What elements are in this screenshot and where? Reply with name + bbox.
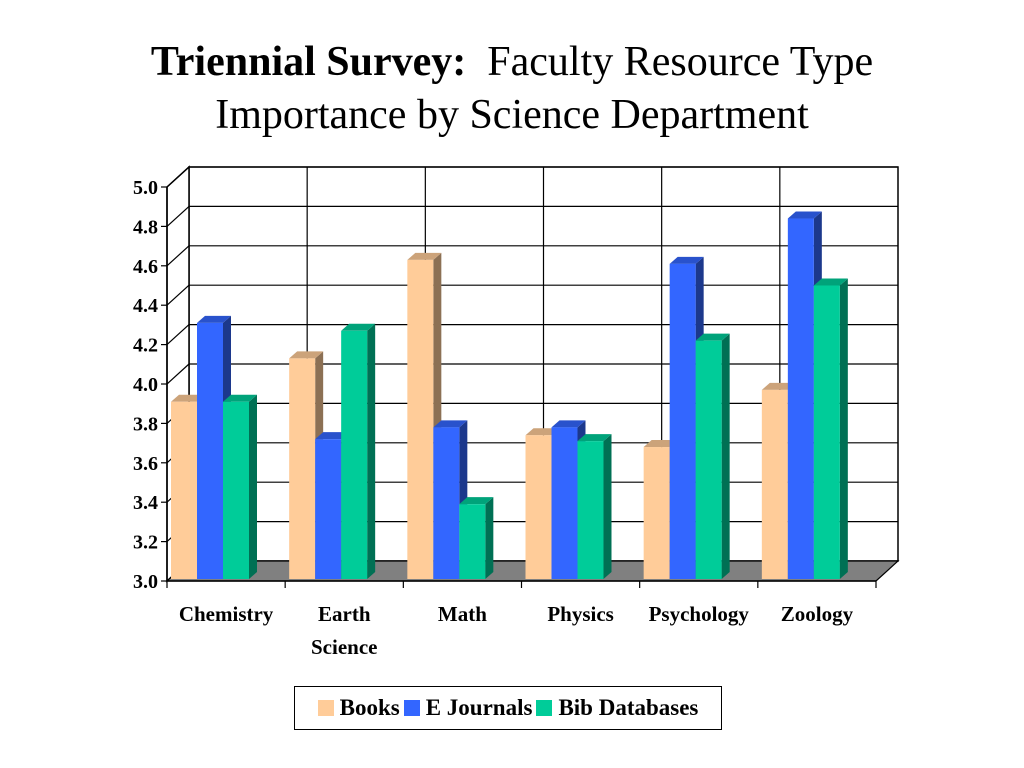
legend: Books E Journals Bib Databases [294, 686, 722, 730]
x-category-label: Math [438, 602, 487, 626]
bar-e-journals-earth-science [315, 439, 342, 579]
bar-top [223, 394, 257, 402]
bar-top [433, 420, 468, 428]
bar-top [695, 333, 730, 341]
y-tick-label: 4.6 [133, 256, 158, 278]
bar-top [787, 211, 822, 219]
legend-swatch-books [317, 700, 334, 716]
gridline-side [166, 245, 190, 267]
bar-bib-databases-physics [577, 441, 604, 579]
bar-top [813, 278, 848, 286]
bar-books-psychology [643, 447, 670, 579]
chart-title: Triennial Survey: Faculty Resource Type … [0, 36, 1024, 142]
legend-item-books: Books [317, 695, 400, 721]
bar-bib-databases-math [459, 504, 486, 579]
x-category-label: Chemistry [179, 602, 274, 626]
bar-books-math [407, 259, 434, 579]
bar-e-journals-math [433, 427, 460, 579]
bar-chart: 3.0 3.2 3.4 3.6 3.8 4.0 4.2 4.4 4.6 4.8 5.0 Chemist… [133, 165, 900, 659]
bar-books-physics [525, 435, 552, 579]
bar-side [839, 278, 848, 579]
legend-item-bibdatabases: Bib Databases [536, 695, 698, 721]
bar-side [485, 497, 494, 579]
legend-label-bibdatabases: Bib Databases [558, 695, 699, 720]
bar-top [525, 428, 560, 436]
y-tick-label: 3.2 [133, 532, 158, 554]
y-tick-label: 3.6 [133, 453, 158, 475]
bar-top [341, 323, 376, 331]
legend-swatch-ejournals [403, 700, 420, 716]
bar-e-journals-psychology [669, 263, 696, 579]
bar-e-journals-zoology [787, 218, 814, 579]
y-tick-label: 5.0 [133, 177, 158, 199]
bar-top [669, 256, 704, 264]
legend-label-books: Books [339, 695, 400, 720]
y-tick-label: 3.4 [133, 492, 158, 514]
gridline-side [166, 166, 190, 188]
title-bold: Triennial Survey: [150, 39, 467, 85]
y-tick-label: 3.8 [133, 413, 158, 435]
bar-top [289, 351, 324, 359]
bar-top [551, 420, 586, 428]
x-category-label: Science [311, 635, 377, 659]
bar-books-zoology [761, 389, 788, 579]
bar-top [197, 315, 231, 323]
bar-side [367, 323, 376, 579]
bar-books-earth-science [289, 358, 316, 579]
bar-top [315, 432, 350, 440]
y-tick-label: 4.4 [133, 295, 158, 317]
x-category-label: Zoology [781, 602, 854, 626]
bar-bib-databases-psychology [695, 340, 722, 579]
legend-item-ejournals: E Journals [403, 695, 533, 721]
bar-side [721, 333, 730, 579]
y-tick-label: 4.2 [133, 335, 158, 357]
bar-side [249, 394, 257, 579]
bar-e-journals-chemistry [197, 322, 223, 579]
x-category-label: Psychology [649, 602, 750, 626]
y-tick-label: 4.8 [133, 216, 158, 238]
bar-bib-databases-zoology [813, 285, 840, 579]
bar-top [459, 497, 494, 505]
gridline-side [166, 363, 190, 385]
bar-top [761, 382, 796, 390]
bar-books-chemistry [171, 401, 197, 579]
gridline-side [166, 284, 190, 306]
bar-top [643, 440, 678, 448]
y-tick-label: 4.0 [133, 374, 158, 396]
title-rest-line1: Faculty Resource Type [487, 39, 874, 85]
legend-swatch-bibdatabases [536, 700, 553, 716]
bar-top [577, 434, 612, 442]
legend-label-ejournals: E Journals [425, 695, 533, 720]
bar-top [407, 252, 442, 260]
bar-top [171, 394, 205, 402]
gridline-side [166, 205, 190, 227]
title-rest-line2: Importance by Science Department [215, 92, 809, 138]
bar-bib-databases-chemistry [223, 401, 249, 579]
bar-side [603, 434, 612, 579]
bar-bib-databases-earth-science [341, 330, 368, 579]
x-category-label: Physics [547, 602, 614, 626]
y-tick-label: 3.0 [133, 571, 158, 593]
x-category-label: Earth [318, 602, 371, 626]
gridline-side [166, 324, 190, 346]
bar-e-journals-physics [551, 427, 578, 579]
